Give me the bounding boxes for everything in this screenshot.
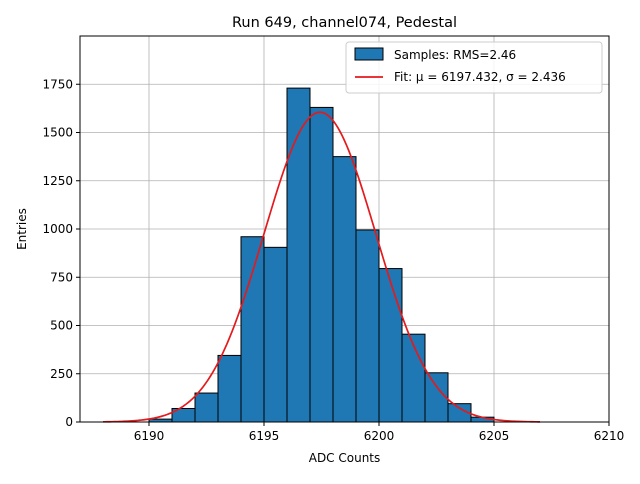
y-tick-label: 1750 [42, 77, 73, 91]
histogram-bar [240, 236, 265, 423]
histogram-bar [424, 372, 449, 423]
y-axis-ticks: 0 250 500 750 1000 1250 1500 1750 [42, 77, 80, 429]
y-tick-label: 0 [65, 415, 73, 429]
histogram-bar [286, 87, 311, 423]
fit-curve [102, 111, 541, 423]
chart-title: Run 649, channel074, Pedestal [232, 15, 457, 31]
legend-fit-label: Fit: μ = 6197.432, σ = 2.436 [394, 70, 566, 84]
histogram-bar [332, 156, 357, 423]
y-tick-label: 1500 [42, 126, 73, 140]
legend-samples-label: Samples: RMS=2.46 [394, 48, 516, 62]
histogram-bar [355, 229, 380, 423]
x-tick-label: 6190 [134, 429, 165, 443]
y-tick-label: 250 [50, 367, 73, 381]
y-tick-label: 500 [50, 319, 73, 333]
y-tick-label: 750 [50, 270, 73, 284]
histogram-bar [309, 106, 334, 423]
legend: Samples: RMS=2.46 Fit: μ = 6197.432, σ =… [345, 41, 603, 94]
x-tick-label: 6200 [364, 429, 395, 443]
y-axis-label: Entries [15, 208, 29, 250]
legend-box [345, 41, 603, 94]
x-axis-label: ADC Counts [309, 451, 381, 465]
legend-samples-swatch [354, 47, 384, 61]
histogram-bar [378, 268, 403, 423]
histogram-bar [194, 392, 219, 423]
histogram-bars [148, 87, 495, 423]
y-tick-label: 1000 [42, 222, 73, 236]
x-tick-label: 6210 [594, 429, 625, 443]
x-tick-label: 6205 [479, 429, 510, 443]
y-tick-label: 1250 [42, 174, 73, 188]
histogram-bar [217, 354, 242, 423]
x-axis-ticks: 6190 6195 6200 6205 6210 [134, 422, 625, 443]
histogram-bar [401, 333, 426, 423]
histogram-bar [263, 246, 288, 423]
x-tick-label: 6195 [249, 429, 280, 443]
